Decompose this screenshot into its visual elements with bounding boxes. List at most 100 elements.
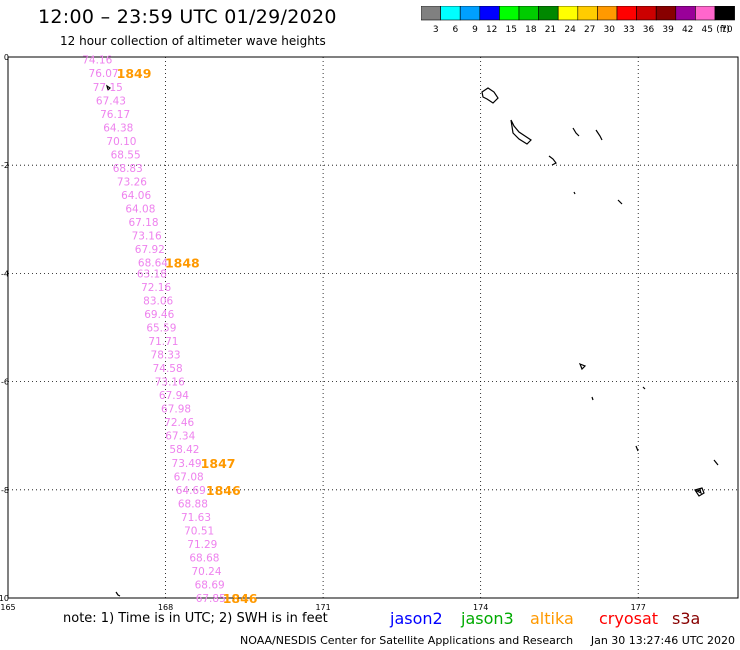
wave-height-reading: 67.08: [174, 471, 204, 483]
units-note: note: 1) Time is in UTC; 2) SWH is in fe…: [63, 611, 328, 626]
island-outlines: [106, 84, 719, 597]
footer-generated-time: Jan 30 13:27:46 UTC 2020: [590, 634, 735, 647]
wave-height-reading: 67.98: [161, 404, 191, 416]
longitude-tick-label: 165: [0, 603, 15, 612]
wave-height-reading: 64.08: [125, 203, 155, 215]
legend-label: 70: [721, 25, 733, 35]
wave-height-reading: 73.16: [155, 377, 185, 389]
legend-label: 3: [433, 25, 439, 35]
chart-subtitle: 12 hour collection of altimeter wave hei…: [60, 34, 326, 48]
wave-height-reading: 67.94: [159, 390, 189, 402]
latitude-tick-label: -10: [0, 594, 9, 603]
legend-label: 21: [545, 25, 556, 35]
wave-height-reading: 68.83: [113, 163, 143, 175]
wave-height-reading: 67.85: [196, 593, 226, 605]
island-outline: [548, 155, 557, 166]
island-outline: [642, 386, 646, 390]
island-outline: [578, 362, 587, 371]
longitude-tick-label: 168: [158, 603, 173, 612]
wave-height-reading: 69.46: [144, 309, 174, 321]
legend-label: 15: [506, 25, 517, 35]
legend-label: 42: [682, 25, 693, 35]
wave-height-reading: 78.33: [151, 350, 181, 362]
wave-height-reading: 67.18: [128, 217, 158, 229]
pass-time-label: 1846: [223, 591, 258, 606]
legend-label: 18: [525, 25, 537, 35]
wave-height-reading: 71.63: [181, 512, 211, 524]
wave-height-reading: 71.71: [148, 336, 178, 348]
wave-height-reading: 74.58: [153, 363, 183, 375]
pass-time-label: 1848: [165, 256, 200, 271]
wave-height-reading: 58.42: [169, 444, 199, 456]
map-frame: [7, 56, 739, 599]
pass-time-label: 1849: [117, 66, 152, 81]
wave-height-reading: 72.46: [164, 417, 194, 429]
satellite-jason2: jason2: [390, 609, 443, 628]
wave-height-reading: 68.64: [138, 258, 168, 270]
satellite-s3a: s3a: [672, 609, 701, 628]
wave-height-reading: 83.06: [143, 295, 173, 307]
wave-height-reading: 64.69: [176, 485, 206, 497]
pass-time-label: 1846: [206, 483, 241, 498]
chart-title: 12:00 – 23:59 UTC 01/29/2020: [38, 6, 337, 28]
satellite-cryosat: cryosat: [599, 609, 659, 628]
wave-height-reading: 76.17: [100, 109, 130, 121]
wave-height-reading: 70.10: [106, 136, 136, 148]
wave-height-reading: 64.38: [103, 122, 133, 134]
island-outline: [481, 87, 499, 104]
legend-label: 39: [662, 25, 674, 35]
footer: NOAA/NESDIS Center for Satellite Applica…: [240, 634, 735, 647]
island-outline: [635, 445, 639, 452]
wave-height-reading: 76.07: [89, 68, 119, 80]
wave-height-reading: 73.49: [172, 458, 202, 470]
legend-label: 30: [604, 25, 616, 35]
island-outline: [573, 191, 576, 195]
wave-height-reading: 67.92: [135, 244, 165, 256]
wave-height-reading: 67.34: [165, 431, 195, 443]
wave-height-reading: 74.16: [82, 55, 112, 67]
wave-height-reading: 63.18: [137, 268, 167, 280]
legend-label: 6: [452, 25, 458, 35]
wave-height-reading: 67.43: [96, 95, 126, 107]
legend-label: 24: [564, 25, 576, 35]
wave-height-reading: 73.26: [117, 176, 147, 188]
wave-height-reading: 72.16: [141, 282, 171, 294]
wave-height-reading: 65.59: [146, 323, 176, 335]
island-outline: [694, 487, 705, 497]
island-outline: [510, 119, 532, 145]
latitude-tick-label: -8: [1, 486, 9, 495]
legend-swatch: [714, 6, 735, 21]
island-outline: [617, 199, 623, 205]
longitude-tick-label: 177: [631, 603, 646, 612]
wave-height-reading: 64.06: [121, 190, 151, 202]
wave-height-reading: 68.69: [195, 579, 225, 591]
latitude-tick-label: -2: [1, 161, 9, 170]
wave-height-reading: 70.51: [184, 525, 214, 537]
legend-label: 27: [584, 25, 595, 35]
wave-height-reading: 68.88: [178, 498, 208, 510]
legend-label: 33: [623, 25, 634, 35]
legend-label: 36: [643, 25, 655, 35]
latitude-tick-label: -4: [1, 269, 9, 278]
latitude-tick-label: -6: [1, 378, 9, 387]
legend-unit: (ft): [716, 25, 730, 35]
satellite-altika: altika: [530, 609, 574, 628]
island-outline: [595, 129, 603, 141]
legend-label: 45: [702, 25, 713, 35]
wave-height-reading: 68.68: [189, 552, 219, 564]
island-outline: [106, 84, 111, 92]
legend-label: 12: [486, 25, 497, 35]
wave-height-color-legend: 3 6 9 12 15 18 21 24 27 30 33 36 39 42 45 70(ft): [421, 6, 735, 35]
island-outline: [572, 127, 580, 137]
latitude-tick-label: 0: [4, 53, 9, 62]
island-outline: [591, 396, 594, 401]
longitude-tick-label: 174: [473, 603, 488, 612]
footer-credit: NOAA/NESDIS Center for Satellite Applica…: [240, 634, 574, 647]
wave-height-reading: 77.15: [93, 82, 123, 94]
satellite-jason3: jason3: [461, 609, 514, 628]
island-outline: [115, 591, 121, 597]
pass-time-label: 1847: [201, 456, 236, 471]
wave-height-reading: 71.29: [187, 539, 217, 551]
wave-height-reading: 68.55: [111, 149, 141, 161]
